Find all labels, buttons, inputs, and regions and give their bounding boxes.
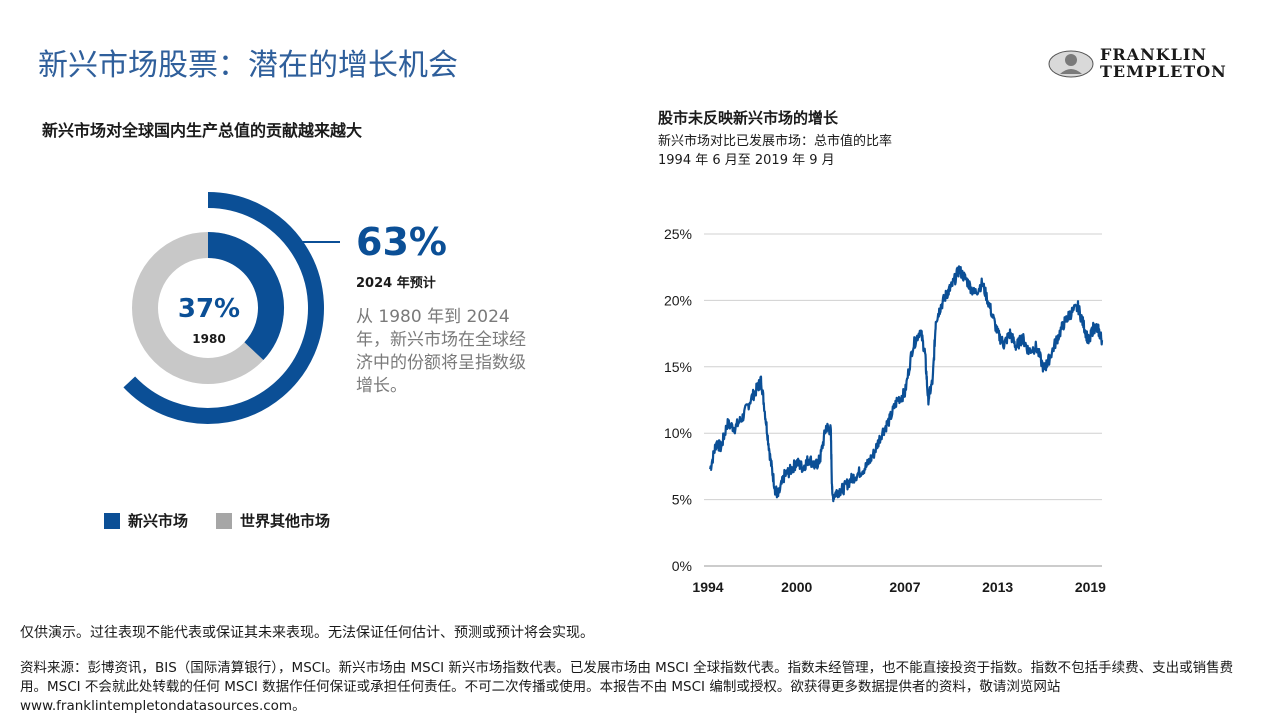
outer-percent: 63% xyxy=(356,220,447,264)
source-text: 资料来源：彭博资讯，BIS（国际清算银行），MSCI。新兴市场由 MSCI 新兴… xyxy=(20,660,1234,714)
donut-legend: 新兴市场 世界其他市场 xyxy=(104,510,358,531)
y-tick-label: 0% xyxy=(672,558,692,574)
series-line-em-vs-dm-ratio xyxy=(709,265,1104,503)
legend-item-emerging: 新兴市场 xyxy=(104,510,188,531)
donut-inner-arc-emerging xyxy=(207,232,284,361)
line-chart-date-range: 1994 年 6 月至 2019 年 9 月 xyxy=(658,153,835,168)
line-chart: 0% 5% 10% 15% 20% 25% 1994 2000 2007 2013 2019 xyxy=(664,226,1106,595)
disclaimer-text: 仅供演示。过往表现不能代表或保证其未来表现。无法保证任何估计、预测或预计将会实现… xyxy=(20,625,594,641)
inner-label: 1980 xyxy=(192,332,226,346)
brand-logo: FRANKLIN TEMPLETON xyxy=(1100,46,1227,80)
brand-line-1: FRANKLIN xyxy=(1100,45,1207,64)
y-tick-label: 15% xyxy=(664,359,692,375)
brand-line-2: TEMPLETON xyxy=(1100,62,1227,81)
legend-swatch-gray xyxy=(216,512,233,529)
donut-outer-arc-emerging xyxy=(123,192,324,424)
legend-item-rest-of-world: 世界其他市场 xyxy=(216,510,330,531)
x-tick-label: 2007 xyxy=(889,579,920,595)
line-chart-title: 股市未反映新兴市场的增长 xyxy=(658,109,839,127)
x-tick-label: 2000 xyxy=(781,579,812,595)
portrait-medallion-icon xyxy=(1048,50,1094,78)
y-tick-label: 5% xyxy=(672,492,692,508)
legend-label: 世界其他市场 xyxy=(240,512,331,530)
inner-percent: 37% xyxy=(177,294,241,324)
y-tick-label: 20% xyxy=(664,292,692,308)
line-chart-subtitle: 新兴市场对比已发展市场：总市值的比率 xyxy=(658,134,893,149)
donut-chart xyxy=(123,192,340,424)
page-title: 新兴市场股票：潜在的增长机会 xyxy=(38,48,458,83)
donut-title: 新兴市场对全球国内生产总值的贡献越来越大 xyxy=(42,121,363,140)
legend-swatch-blue xyxy=(104,512,120,529)
x-tick-label: 1994 xyxy=(692,579,723,595)
outer-label: 2024 年预计 xyxy=(356,276,436,291)
x-tick-label: 2019 xyxy=(1075,579,1106,595)
y-tick-label: 10% xyxy=(664,425,692,441)
x-tick-label: 2013 xyxy=(982,579,1013,595)
donut-description: 从 1980 年到 2024 年，新兴市场在全球经济中的份额将呈指数级增长。 xyxy=(356,307,526,396)
y-tick-label: 25% xyxy=(664,226,692,242)
legend-label: 新兴市场 xyxy=(128,512,189,530)
